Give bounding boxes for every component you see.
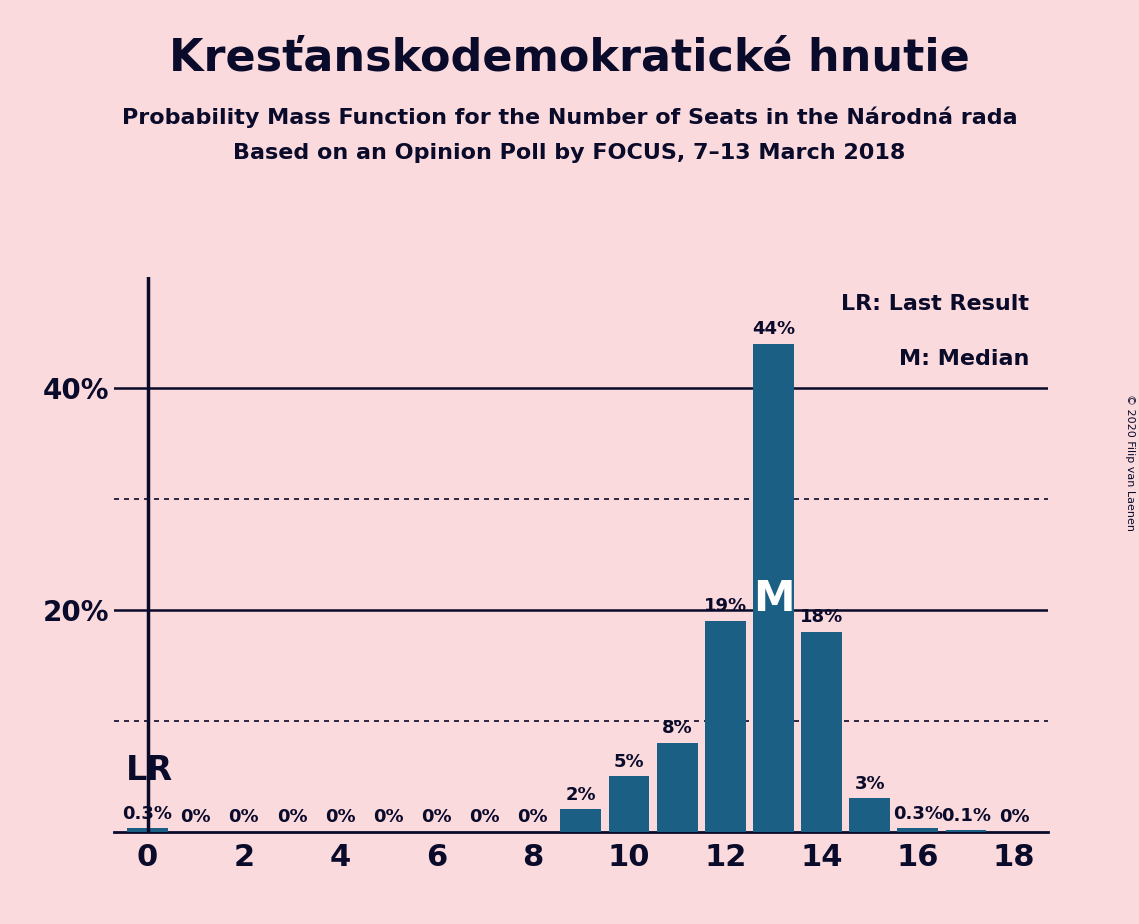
Bar xyxy=(705,621,746,832)
Bar xyxy=(657,743,697,832)
Bar xyxy=(753,344,794,832)
Text: Based on an Opinion Poll by FOCUS, 7–13 March 2018: Based on an Opinion Poll by FOCUS, 7–13 … xyxy=(233,143,906,164)
Text: 0%: 0% xyxy=(421,808,452,826)
Text: 0.1%: 0.1% xyxy=(941,807,991,825)
Text: 0%: 0% xyxy=(277,808,308,826)
Text: 0%: 0% xyxy=(999,808,1030,826)
Text: 44%: 44% xyxy=(752,321,795,338)
Text: 0%: 0% xyxy=(469,808,500,826)
Bar xyxy=(945,831,986,832)
Text: 2%: 2% xyxy=(566,786,596,804)
Bar xyxy=(560,809,601,832)
Bar xyxy=(850,798,891,832)
Text: 0.3%: 0.3% xyxy=(123,805,173,822)
Text: Kresťanskodemokratické hnutie: Kresťanskodemokratické hnutie xyxy=(169,37,970,80)
Bar xyxy=(608,776,649,832)
Text: 19%: 19% xyxy=(704,598,747,615)
Text: Probability Mass Function for the Number of Seats in the Národná rada: Probability Mass Function for the Number… xyxy=(122,106,1017,128)
Text: 0%: 0% xyxy=(325,808,355,826)
Text: LR: LR xyxy=(126,754,173,787)
Bar xyxy=(898,828,939,832)
Text: 18%: 18% xyxy=(800,609,843,626)
Bar xyxy=(801,632,842,832)
Text: 0%: 0% xyxy=(517,808,548,826)
Text: M: M xyxy=(753,578,794,620)
Text: 0%: 0% xyxy=(372,808,403,826)
Text: 0%: 0% xyxy=(180,808,211,826)
Text: M: Median: M: Median xyxy=(899,349,1030,370)
Text: 8%: 8% xyxy=(662,720,693,737)
Text: 0%: 0% xyxy=(229,808,260,826)
Text: LR: Last Result: LR: Last Result xyxy=(842,294,1030,314)
Bar xyxy=(128,828,169,832)
Text: 5%: 5% xyxy=(614,753,645,771)
Text: 0.3%: 0.3% xyxy=(893,805,943,822)
Text: 3%: 3% xyxy=(854,775,885,793)
Text: © 2020 Filip van Laenen: © 2020 Filip van Laenen xyxy=(1125,394,1134,530)
